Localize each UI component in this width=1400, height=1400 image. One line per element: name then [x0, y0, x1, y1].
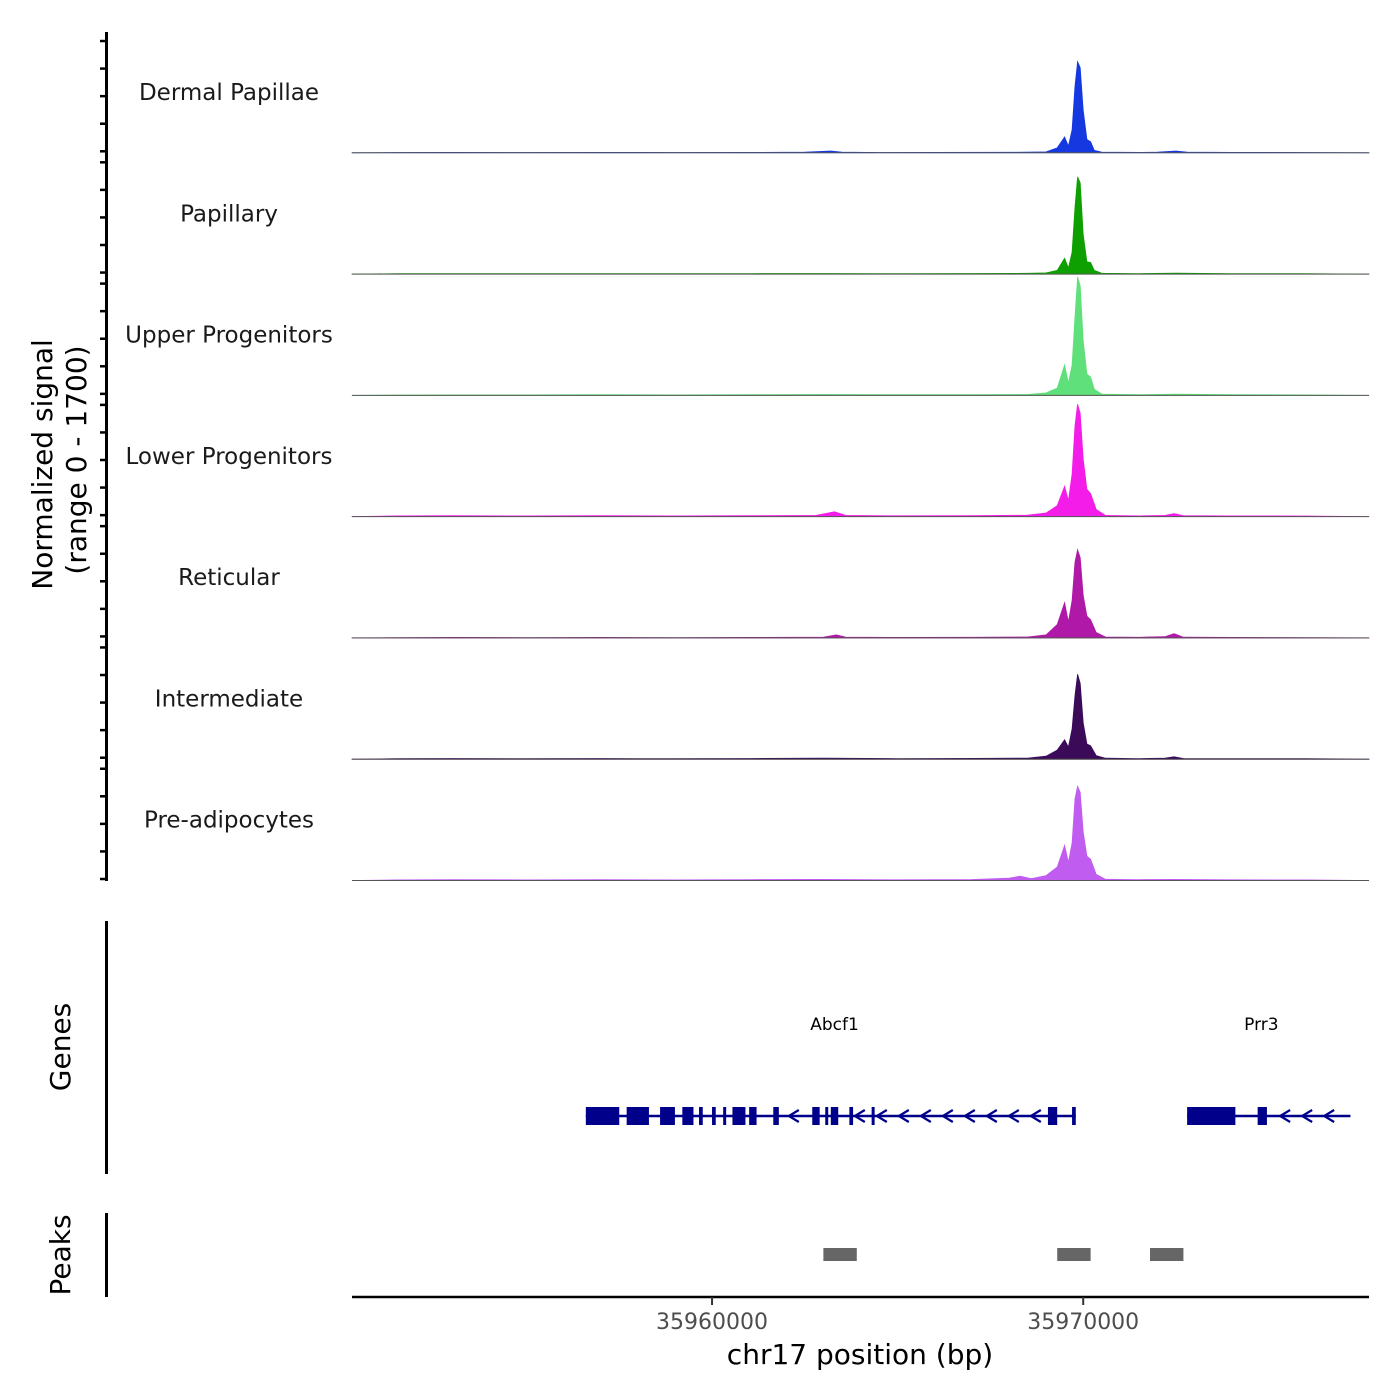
gene-exon [825, 1107, 829, 1125]
track-label: Dermal Papillae [139, 80, 319, 106]
coverage-area [351, 60, 1370, 154]
gene-exon [723, 1107, 727, 1125]
strand-arrow [918, 1109, 932, 1123]
x-axis-title: chr17 position (bp) [727, 1338, 993, 1371]
strand-arrow [1277, 1109, 1291, 1123]
gene-exon [871, 1107, 875, 1125]
gene-exon [699, 1107, 703, 1125]
coverage-area [351, 404, 1370, 518]
coverage-track: Pre-adipocytes [144, 784, 1370, 881]
gene-exon [849, 1107, 854, 1125]
coverage-tracks: Dermal Papillae Papillary Upper Progenitor… [125, 60, 1370, 881]
coverage-area [351, 674, 1370, 760]
y-axis-title: Normalized signal (range 0 - 1700) [26, 330, 93, 589]
gene-annotation-track: Abcf1 Prr3 [585, 1015, 1351, 1125]
gene-exon [1257, 1107, 1267, 1125]
coverage-track: Reticular [178, 548, 1370, 639]
gene-exon [732, 1107, 746, 1125]
strand-arrow [1028, 1109, 1042, 1123]
genes-track-title: Genes [44, 1003, 77, 1091]
strand-arrow [852, 1109, 866, 1123]
gene-exon [712, 1107, 716, 1125]
gene-model: Prr3 [1187, 1015, 1351, 1125]
coverage-y-ticks [100, 39, 107, 881]
x-tick-label: 35970000 [1027, 1310, 1139, 1335]
coverage-area [351, 548, 1370, 639]
strand-arrow [896, 1109, 910, 1123]
gene-exon [682, 1107, 694, 1125]
x-axis-ticks: 35960000 35970000 [656, 1297, 1139, 1335]
gene-exon [773, 1107, 779, 1125]
peak-track [823, 1248, 1184, 1261]
track-label: Intermediate [155, 686, 303, 712]
gene-name-label: Abcf1 [810, 1015, 859, 1035]
coverage-area [351, 276, 1370, 396]
strand-arrow [786, 1109, 800, 1123]
coverage-track: Upper Progenitors [125, 276, 1370, 396]
coverage-track: Intermediate [155, 674, 1370, 760]
y-axis-title-line1: Normalized signal [26, 339, 59, 590]
track-label: Lower Progenitors [126, 444, 333, 470]
coverage-area [351, 784, 1370, 881]
gene-exon [660, 1107, 675, 1125]
gene-exon [749, 1107, 757, 1125]
coverage-track: Dermal Papillae [139, 60, 1370, 154]
gene-model: Abcf1 [585, 1015, 1076, 1125]
peak-region [823, 1248, 857, 1261]
peak-region [1057, 1248, 1091, 1261]
strand-arrow [984, 1109, 998, 1123]
gene-name-label: Prr3 [1244, 1015, 1278, 1035]
peaks-track-title: Peaks [44, 1214, 77, 1295]
coverage-track: Papillary [180, 176, 1370, 275]
strand-arrow [1006, 1109, 1020, 1123]
track-label: Upper Progenitors [125, 323, 333, 349]
strand-arrow [874, 1109, 888, 1123]
peak-region [1150, 1248, 1184, 1261]
gene-exon [1187, 1107, 1236, 1125]
gene-exon [1072, 1107, 1076, 1125]
gene-exon [626, 1107, 649, 1125]
coverage-area [351, 176, 1370, 275]
y-axis-title-line2: (range 0 - 1700) [60, 345, 93, 574]
gene-exon [830, 1107, 839, 1125]
strand-arrow [962, 1109, 976, 1123]
strand-arrow [1321, 1109, 1335, 1123]
track-label: Reticular [178, 565, 280, 591]
track-label: Papillary [180, 201, 278, 227]
strand-arrow [1299, 1109, 1313, 1123]
x-tick-label: 35960000 [656, 1310, 768, 1335]
strand-arrow [940, 1109, 954, 1123]
gene-exon [585, 1107, 620, 1125]
gene-exon [1047, 1107, 1058, 1125]
coverage-track: Lower Progenitors [126, 404, 1370, 518]
track-label: Pre-adipocytes [144, 808, 314, 834]
gene-exon [812, 1107, 820, 1125]
